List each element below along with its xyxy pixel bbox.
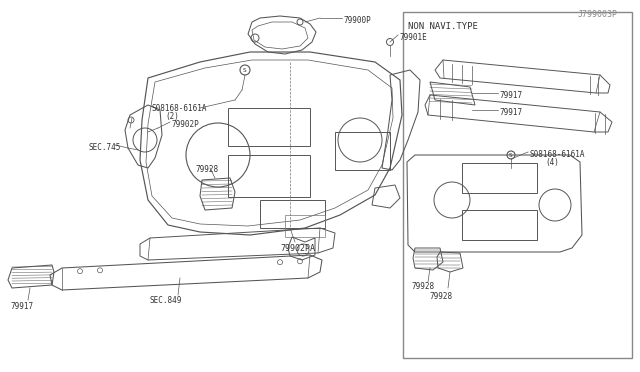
Text: 79917: 79917 <box>500 91 523 100</box>
Bar <box>403 12 632 358</box>
Text: SEC.745: SEC.745 <box>88 143 120 152</box>
Text: S: S <box>509 153 513 158</box>
Text: (4): (4) <box>545 158 559 167</box>
Text: NON NAVI.TYPE: NON NAVI.TYPE <box>408 22 478 31</box>
Text: 79902PA: 79902PA <box>280 244 315 253</box>
Text: 79928: 79928 <box>430 292 453 301</box>
Text: (2): (2) <box>165 112 179 121</box>
Text: 79928: 79928 <box>412 282 435 291</box>
Text: S08168-6161A: S08168-6161A <box>152 104 207 113</box>
Bar <box>228 155 310 197</box>
Text: 79928: 79928 <box>195 165 218 174</box>
Bar <box>228 108 310 146</box>
Text: J799003P: J799003P <box>578 10 618 19</box>
Text: 79901E: 79901E <box>400 33 428 42</box>
Bar <box>462 210 537 240</box>
Text: S08168-6161A: S08168-6161A <box>530 150 586 159</box>
Text: S: S <box>243 68 247 73</box>
Bar <box>260 200 325 228</box>
Text: SEC.849: SEC.849 <box>150 296 182 305</box>
Text: 79902P: 79902P <box>172 120 200 129</box>
Bar <box>285 215 325 237</box>
Text: 79917: 79917 <box>500 108 523 117</box>
Text: 79900P: 79900P <box>344 16 372 25</box>
Bar <box>462 163 537 193</box>
Text: 79917: 79917 <box>10 302 33 311</box>
Bar <box>335 132 390 170</box>
